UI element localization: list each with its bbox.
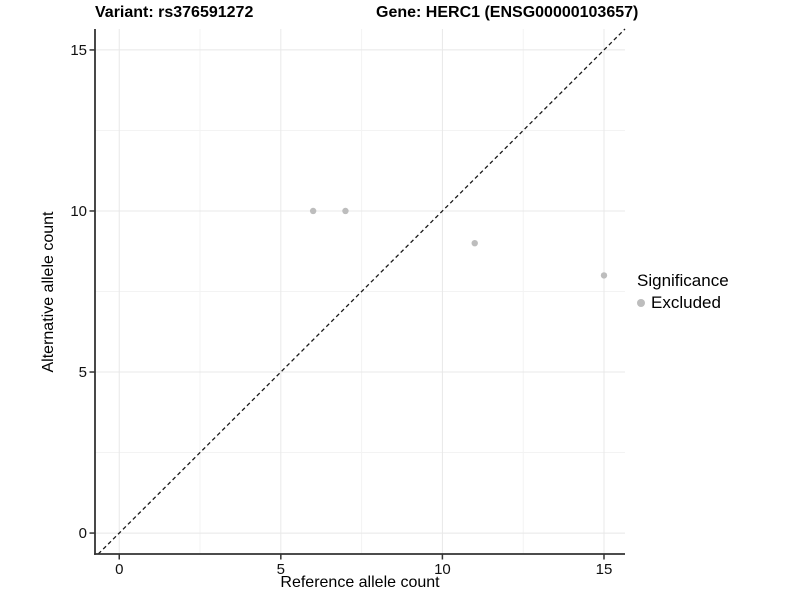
legend-item-label: Excluded [651,293,721,312]
x-tick-label: 15 [596,561,613,578]
variant-title: Variant: rs376591272 [95,4,254,21]
axis-ticks [89,49,605,560]
data-point [600,272,608,279]
x-axis-title: Reference allele count [280,574,440,591]
x-tick-label: 10 [434,561,451,578]
tick-labels: 0 5 10 15 0 5 10 15 [70,42,612,578]
y-axis-title: Alternative allele count [40,211,57,373]
data-point [471,239,478,247]
legend-point-marker-icon [637,299,645,307]
gene-title: Gene: HERC1 (ENSG00000103657) [376,4,639,21]
legend-title: Significance [637,271,729,290]
gridlines-major [95,29,625,554]
data-point [309,207,317,215]
identity-reference-line [97,28,626,555]
x-tick-label: 5 [277,561,285,578]
y-tick-label: 5 [79,364,87,381]
legend-item-excluded: Excluded [637,293,729,313]
legend: Significance Excluded [637,271,729,313]
y-tick-label: 10 [70,203,87,220]
gridlines-minor [95,29,625,554]
data-points [309,207,608,279]
y-tick-label: 15 [70,42,87,59]
x-tick-label: 0 [115,561,123,578]
y-tick-label: 0 [79,525,87,542]
axis-lines [94,29,625,555]
data-point [342,207,349,215]
